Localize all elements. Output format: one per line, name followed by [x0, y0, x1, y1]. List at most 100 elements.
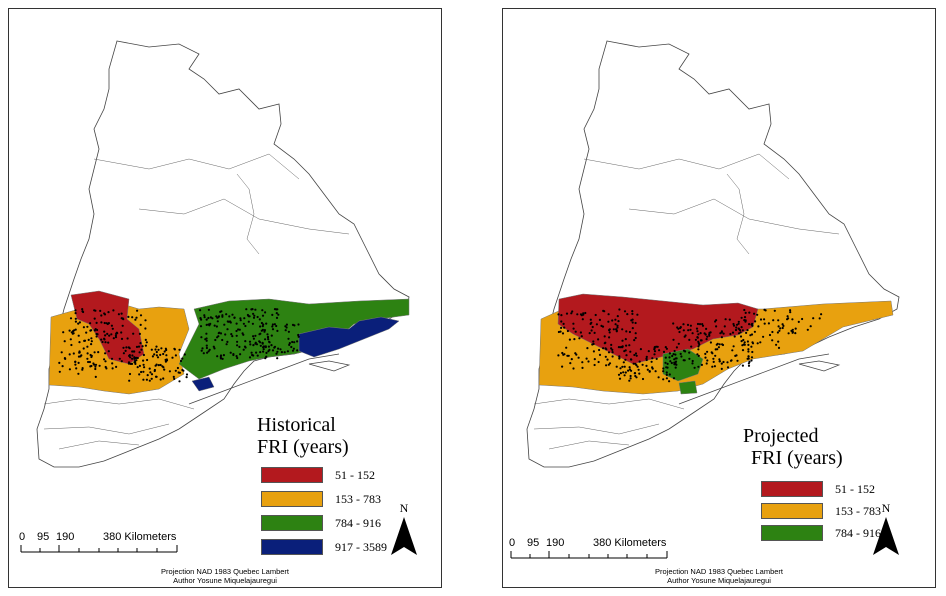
fire-point [744, 311, 747, 314]
fire-point [122, 318, 125, 321]
fire-point [155, 350, 158, 354]
fire-point [79, 355, 82, 358]
fire-point [750, 359, 753, 362]
fire-point [607, 363, 610, 366]
fire-point [679, 352, 682, 355]
fire-point [230, 333, 233, 336]
fire-point [262, 323, 265, 326]
fire-point [615, 365, 618, 368]
fire-point [781, 323, 784, 326]
fire-point [160, 347, 163, 350]
fire-point [751, 350, 754, 354]
fire-point [617, 373, 621, 376]
fire-point [747, 362, 750, 365]
fire-point [83, 339, 86, 342]
fire-point [747, 355, 750, 358]
fire-point [641, 377, 645, 381]
fire-point [633, 353, 636, 357]
fire-point [199, 309, 202, 312]
fire-point [621, 339, 624, 342]
fire-point [611, 348, 614, 351]
fire-point [114, 334, 117, 337]
fire-point [715, 325, 718, 328]
fire-point [630, 319, 633, 322]
fire-point [720, 362, 723, 365]
projection-text: Projection NAD 1983 Quebec Lambert [655, 567, 783, 576]
fire-point [287, 337, 290, 340]
fire-point [637, 368, 640, 371]
fire-point [592, 340, 595, 343]
fire-point [608, 329, 611, 332]
scale-label-0: 0 [509, 537, 516, 549]
fire-point [260, 329, 263, 332]
fire-point [603, 342, 606, 345]
fire-point [691, 332, 694, 335]
fire-point [631, 312, 634, 315]
fire-point [235, 329, 238, 333]
fire-point [726, 361, 729, 364]
fire-point [238, 328, 241, 331]
fire-point [159, 378, 162, 381]
fire-point [745, 331, 748, 334]
fire-point [94, 367, 97, 371]
fire-point [721, 343, 724, 346]
fire-point [154, 364, 157, 367]
fire-point [90, 343, 93, 346]
legend-label: 784 - 916 [335, 516, 381, 530]
fire-point [709, 331, 712, 334]
fire-point [75, 367, 78, 370]
north-arrow-icon [391, 517, 417, 555]
fire-point [68, 368, 71, 371]
legend-title-line2: FRI (years) [257, 436, 349, 458]
fire-point [217, 335, 220, 338]
fire-point [115, 365, 118, 368]
fire-point [638, 360, 641, 363]
legend-swatch [761, 481, 823, 497]
fire-point [763, 322, 766, 325]
fire-point [590, 321, 593, 324]
fire-point [708, 334, 711, 337]
fire-point [694, 338, 697, 341]
fire-point [106, 332, 109, 335]
fire-point [227, 320, 230, 323]
fire-point [618, 357, 621, 360]
fire-point [701, 323, 704, 326]
north-arrow: N [389, 501, 419, 555]
fire-point [111, 327, 114, 330]
fire-point [266, 335, 270, 338]
fire-point [228, 315, 231, 318]
fire-point [150, 377, 153, 380]
fire-point [260, 321, 263, 325]
fire-point [688, 351, 691, 354]
fire-point [296, 340, 299, 343]
fire-point [178, 371, 181, 374]
fire-point [691, 359, 694, 363]
legend-label: 51 - 152 [335, 468, 375, 482]
fire-point [606, 358, 609, 361]
fire-point [636, 365, 639, 368]
legend-label: 51 - 152 [835, 482, 875, 496]
fire-point [585, 357, 588, 360]
fire-point [68, 353, 71, 356]
fire-point [789, 311, 792, 314]
fire-point [631, 310, 634, 313]
fire-point [146, 358, 149, 362]
fire-point [107, 311, 110, 314]
fire-point [256, 315, 259, 319]
fire-point [137, 345, 141, 348]
fire-point [221, 314, 224, 317]
fire-point [724, 318, 727, 321]
legend-label: 153 - 783 [335, 492, 381, 506]
fire-point [767, 322, 770, 325]
fire-point [625, 344, 628, 347]
fire-point [735, 323, 739, 326]
fire-point [285, 323, 288, 326]
fire-point [737, 327, 740, 330]
fire-point [653, 353, 656, 356]
fire-point [258, 318, 261, 321]
fire-point [635, 354, 638, 357]
fire-point [773, 309, 776, 312]
fire-point [608, 336, 611, 339]
fire-point [159, 353, 162, 356]
fire-point [131, 350, 134, 353]
